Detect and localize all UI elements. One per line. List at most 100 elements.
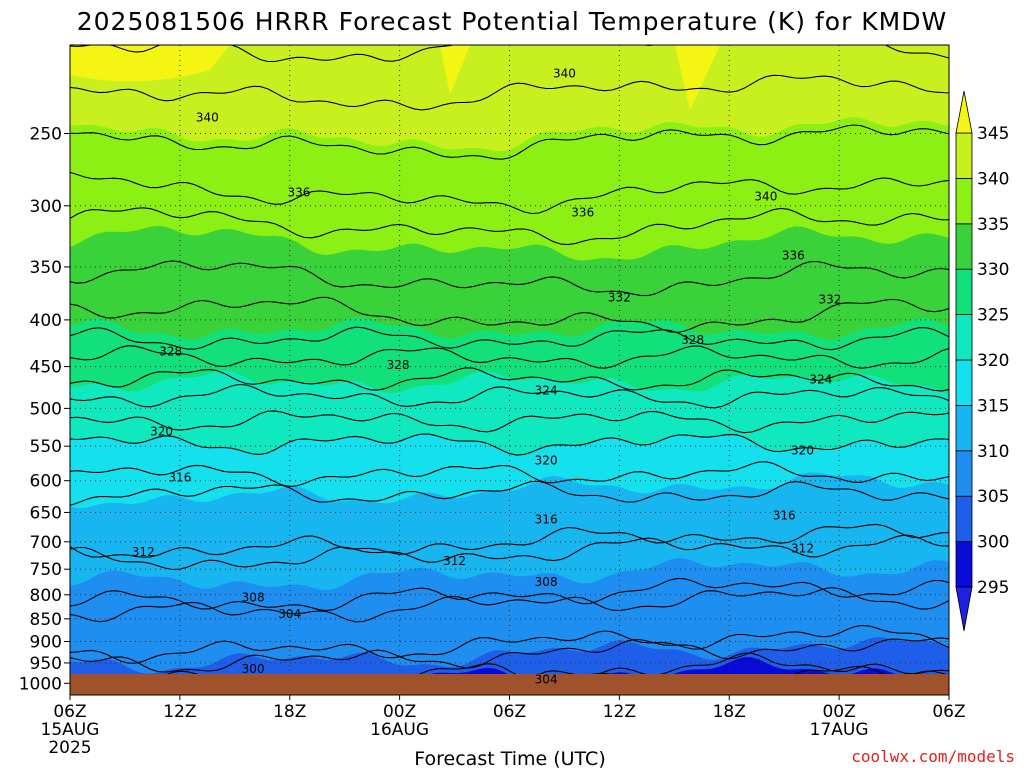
colorbar-box-335 (955, 177, 973, 225)
colorbar-box-315 (955, 359, 973, 406)
contour-label-24: 304 (278, 607, 301, 621)
y-tick-label-450: 450 (30, 358, 62, 378)
colorbar-box-330 (955, 223, 973, 270)
y-tick-label-750: 750 (30, 560, 62, 580)
colorbar-label-335: 335 (977, 215, 1009, 235)
contour-label-8: 328 (159, 344, 182, 358)
colorbar-label-305: 305 (977, 487, 1009, 507)
contour-316 (70, 480, 949, 506)
colorbar-label-315: 315 (977, 396, 1009, 416)
contour-332 (70, 296, 949, 333)
contour-320 (70, 433, 949, 456)
y-tick-label-300: 300 (30, 197, 62, 217)
contour-340 (70, 124, 949, 160)
contour-label-5: 336 (782, 248, 805, 262)
x-axis-label: Forecast Time (UTC) (414, 748, 605, 768)
x-tick-label-4: 06Z (493, 702, 526, 722)
colorbar-box-310 (955, 404, 973, 452)
x-tick-label-0: 06Z (53, 702, 86, 722)
grid-lines (70, 45, 949, 695)
contour-label-23: 308 (535, 575, 558, 589)
contour-label-13: 320 (150, 424, 173, 438)
colorbar: 295 300 305 310 315 320 325 330 335 340 345 (955, 90, 1009, 632)
x-tick-label-7: 00Z (822, 702, 855, 722)
contour-306 (70, 624, 949, 664)
y-tick-label-500: 500 (30, 399, 62, 419)
y-tick-label-1000: 1000 (19, 674, 62, 694)
band-345-patch-1 (70, 45, 230, 82)
x-tick-label-3: 00Z (383, 702, 416, 722)
contour-322 (70, 410, 949, 434)
colorbar-label-340: 340 (977, 169, 1009, 189)
contour-label-15: 320 (791, 443, 814, 457)
x-tick-date-7: 17AUG (810, 720, 869, 740)
contour-label-1: 340 (196, 110, 219, 124)
contour-label-0: 340 (553, 67, 576, 81)
y-tick-label-800: 800 (30, 586, 62, 606)
y-tick-label-950: 950 (30, 654, 62, 674)
colorbar-label-320: 320 (977, 351, 1009, 371)
colorbar-label-310: 310 (977, 442, 1009, 462)
contour-label-22: 308 (242, 590, 265, 604)
colorbar-label-345: 345 (977, 124, 1009, 144)
contour-label-2: 336 (287, 185, 310, 199)
colorbar-label-330: 330 (977, 260, 1009, 280)
y-tick-label-400: 400 (30, 311, 62, 331)
y-tick-label-350: 350 (30, 258, 62, 278)
contour-342 (70, 74, 949, 111)
colorbar-label-300: 300 (977, 533, 1009, 553)
colorbar-box-340 (955, 132, 973, 179)
contour-label-25: 304 (535, 672, 558, 686)
contour-label-14: 320 (535, 453, 558, 467)
contour-label-11: 324 (535, 384, 558, 398)
contour-334 (70, 260, 949, 297)
chart-title: 2025081506 HRRR Forecast Potential Tempe… (77, 7, 947, 36)
x-tick-year-0: 2025 (48, 738, 91, 758)
x-tick-label-1: 12Z (163, 702, 196, 722)
contour-label-4: 340 (754, 189, 777, 203)
y-tick-label-700: 700 (30, 533, 62, 553)
x-tick-label-8: 06Z (932, 702, 965, 722)
contour-326 (70, 367, 949, 392)
colorbar-label-325: 325 (977, 306, 1009, 326)
credit-link[interactable]: coolwx.com/models (851, 747, 1015, 766)
colorbar-box-300 (955, 495, 973, 543)
colorbar-box-305 (955, 450, 973, 497)
contour-label-7: 332 (819, 293, 842, 307)
contour-314 (70, 523, 949, 558)
x-tick-label-2: 18Z (273, 702, 306, 722)
contour-label-20: 312 (443, 554, 466, 568)
colorbar-arrow-bottom (955, 586, 973, 632)
plot-area: 340 340 336 336 340 336 332 332 328 328 328 324 324 3… (70, 45, 949, 695)
colorbar-box-295 (955, 541, 973, 588)
colorbar-box-320 (955, 314, 973, 361)
contour-label-10: 328 (681, 333, 704, 347)
x-tick-date-0: 15AUG (41, 720, 100, 740)
contour-324 (70, 383, 949, 409)
contour-label-16: 316 (168, 470, 191, 484)
y-tick-label-850: 850 (30, 610, 62, 630)
y-tick-label-550: 550 (30, 437, 62, 457)
x-tick-label-6: 18Z (713, 702, 746, 722)
contour-328 (70, 345, 949, 369)
contour-label-6: 332 (608, 290, 631, 304)
contour-330 (70, 326, 949, 351)
band-345-patch-2 (440, 45, 470, 95)
contour-312 (70, 534, 949, 571)
contour-label-19: 312 (132, 545, 155, 559)
contour-label-18: 316 (773, 508, 796, 522)
y-tick-label-900: 900 (30, 632, 62, 652)
x-tick-date-3: 16AUG (370, 720, 429, 740)
contour-label-3: 336 (571, 205, 594, 219)
contour-labels: 340 340 336 336 340 336 332 332 328 328 328 324 324 3… (132, 67, 842, 687)
contour-label-21: 312 (791, 542, 814, 556)
contour-label-17: 316 (535, 513, 558, 527)
y-tick-label-650: 650 (30, 503, 62, 523)
colorbar-label-295: 295 (977, 578, 1009, 598)
contour-304 (70, 637, 949, 673)
colorbar-box-325 (955, 268, 973, 316)
ground-bar (70, 674, 949, 695)
